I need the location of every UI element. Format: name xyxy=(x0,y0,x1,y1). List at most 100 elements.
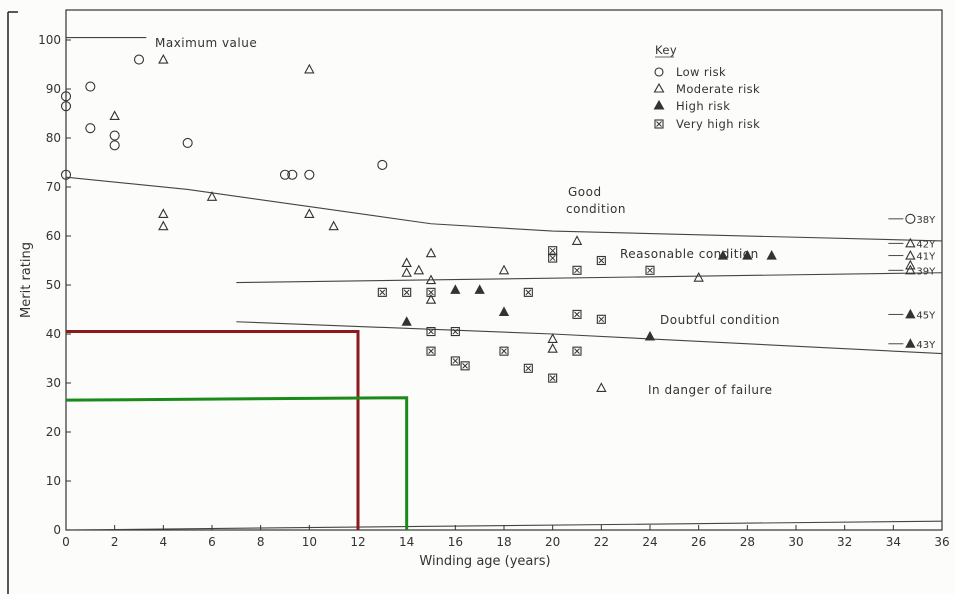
legend-label-moderate-risk: Moderate risk xyxy=(676,82,760,96)
point-moderate-risk xyxy=(498,264,510,275)
point-moderate-risk xyxy=(693,271,704,282)
point-very-high-risk xyxy=(548,373,558,383)
point-moderate-risk xyxy=(158,208,169,218)
x-tick-label: 30 xyxy=(788,535,803,549)
point-very-high-risk xyxy=(572,309,582,319)
x-tick-label: 8 xyxy=(257,535,265,549)
point-very-high-risk xyxy=(523,287,533,297)
point-high-risk xyxy=(717,250,729,260)
side-label: 39Y xyxy=(916,266,936,277)
x-tick-label: 24 xyxy=(642,535,657,549)
point-very-high-risk xyxy=(426,346,436,356)
y-tick-label: 10 xyxy=(46,474,61,488)
point-high-risk xyxy=(742,250,753,260)
point-moderate-risk xyxy=(401,257,412,267)
point-low-risk xyxy=(60,91,72,102)
y-tick-label: 60 xyxy=(46,229,61,243)
highlight-line-green xyxy=(65,396,409,530)
x-tick-label: 32 xyxy=(837,535,852,549)
boundary-line-reasonable-doubtful xyxy=(236,272,943,284)
y-tick-label: 100 xyxy=(38,33,61,47)
point-high-risk xyxy=(450,284,461,294)
annotation-maximum-value: Maximum value xyxy=(155,36,257,50)
x-tick-label: 34 xyxy=(886,535,901,549)
y-tick-label: 80 xyxy=(46,131,61,145)
point-low-risk xyxy=(109,130,120,141)
side-label: 42Y xyxy=(916,239,936,250)
point-moderate-risk xyxy=(158,220,169,231)
point-very-high-risk xyxy=(645,265,655,275)
point-moderate-risk xyxy=(571,235,583,245)
x-tick-label: 14 xyxy=(399,535,414,549)
legend: Key Low risk Moderate risk High risk Ver… xyxy=(653,43,760,131)
y-tick-label: 40 xyxy=(46,327,61,341)
x-tick-label: 36 xyxy=(934,535,949,549)
point-moderate-risk xyxy=(425,274,437,285)
point-high-risk xyxy=(766,250,777,260)
point-moderate-risk xyxy=(547,343,558,353)
point-moderate-risk xyxy=(596,382,607,392)
annotation-doubtful-condition: Doubtful condition xyxy=(660,313,780,327)
point-very-high-risk xyxy=(572,265,582,275)
y-axis-label: Merit rating xyxy=(19,242,34,318)
x-tick-label: 20 xyxy=(545,535,560,549)
annotation-reasonable-condition: Reasonable condition xyxy=(620,247,759,261)
side-label: 45Y xyxy=(916,310,936,321)
x-tick-label: 28 xyxy=(740,535,755,549)
y-tick-label: 0 xyxy=(53,523,61,537)
point-moderate-risk xyxy=(206,191,218,201)
point-low-risk xyxy=(60,169,72,180)
y-tick-label: 90 xyxy=(46,82,61,96)
x-tick-label: 10 xyxy=(302,535,317,549)
boundary-line-good-reasonable xyxy=(65,176,943,242)
point-very-high-risk xyxy=(596,255,606,266)
point-low-risk xyxy=(304,169,315,180)
point-moderate-risk xyxy=(425,247,437,258)
point-very-high-risk xyxy=(460,361,470,371)
x-tick-label: 2 xyxy=(111,535,119,549)
point-moderate-risk xyxy=(905,237,916,248)
plot-frame xyxy=(65,9,943,531)
point-low-risk xyxy=(905,213,916,224)
point-very-high-risk xyxy=(596,314,606,324)
point-very-high-risk xyxy=(426,326,436,337)
point-moderate-risk xyxy=(425,294,437,304)
point-moderate-risk xyxy=(905,259,916,270)
point-low-risk xyxy=(60,101,72,112)
x-tick-label: 18 xyxy=(496,535,511,549)
point-low-risk xyxy=(133,54,145,65)
legend-triangle-filled-icon xyxy=(653,99,665,110)
point-moderate-risk xyxy=(905,249,916,260)
highlight-line-red xyxy=(66,330,360,530)
point-high-risk xyxy=(905,308,916,319)
legend-label-low-risk: Low risk xyxy=(676,65,726,79)
y-tick-label: 50 xyxy=(46,278,61,292)
point-moderate-risk xyxy=(304,208,315,218)
side-label: 43Y xyxy=(916,340,936,351)
x-tick-label: 4 xyxy=(160,535,168,549)
point-low-risk xyxy=(287,169,298,180)
point-high-risk xyxy=(474,284,485,294)
annotation-good-line2: condition xyxy=(566,202,626,216)
point-very-high-risk xyxy=(523,363,533,373)
y-tick-label: 30 xyxy=(46,376,61,390)
side-label: 41Y xyxy=(916,252,936,263)
x-axis-label: Winding age (years) xyxy=(419,554,550,569)
point-high-risk xyxy=(401,316,412,326)
point-low-risk xyxy=(85,123,96,134)
point-very-high-risk xyxy=(499,346,509,356)
legend-label-high-risk: High risk xyxy=(676,99,730,113)
point-very-high-risk xyxy=(402,287,412,297)
point-low-risk xyxy=(109,140,120,151)
point-very-high-risk xyxy=(450,326,460,337)
point-very-high-risk xyxy=(377,287,387,297)
point-moderate-risk xyxy=(158,53,169,64)
annotation-good-line1: Good xyxy=(568,185,602,199)
point-low-risk xyxy=(279,169,291,180)
legend-triangle-open-icon xyxy=(653,82,665,93)
point-moderate-risk xyxy=(328,220,339,231)
x-tick-label: 22 xyxy=(594,535,609,549)
legend-title: Key xyxy=(655,43,677,57)
point-moderate-risk xyxy=(304,63,315,74)
